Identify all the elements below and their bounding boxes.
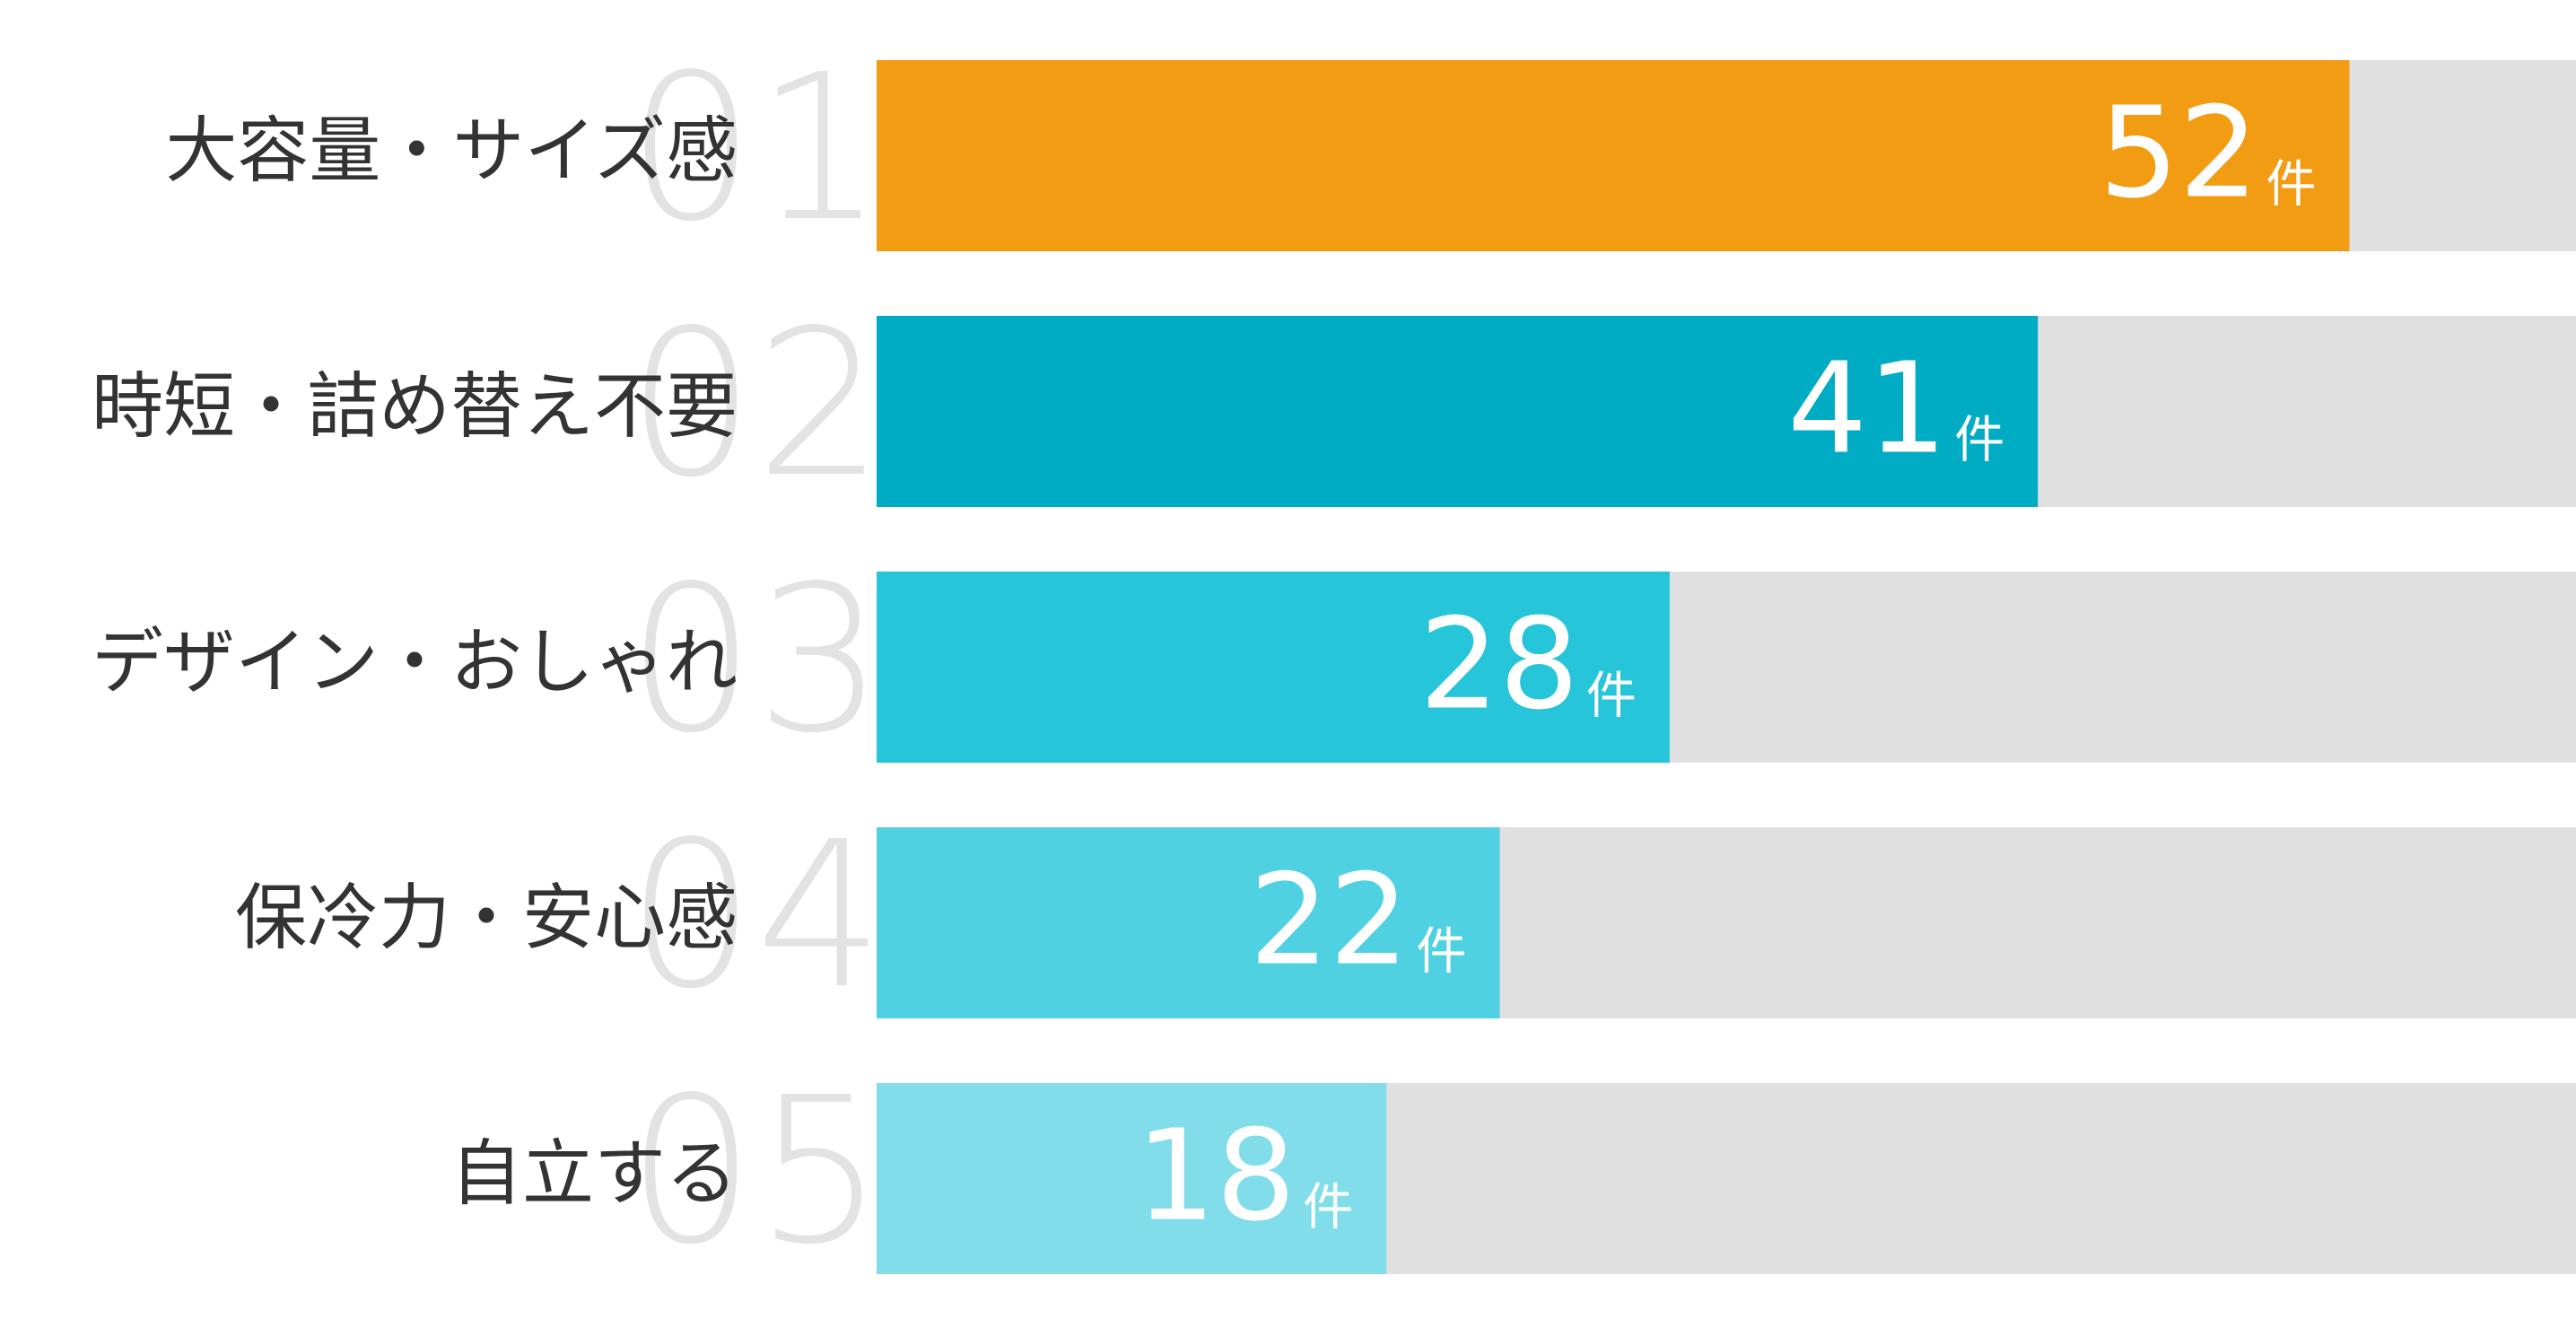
category-label: デザイン・おしゃれ <box>92 620 738 703</box>
rank-number: 05 <box>627 1054 884 1289</box>
rank-number: 04 <box>627 799 884 1034</box>
bar <box>877 316 2039 507</box>
value-number: 41 <box>1787 336 1947 482</box>
value-label: 18 件 <box>1136 1103 1353 1249</box>
value-number: 18 <box>1136 1103 1296 1249</box>
category-label: 自立する <box>450 1131 738 1215</box>
category-label: 大容量・サイズ感 <box>165 109 738 192</box>
bar <box>877 1083 1387 1274</box>
value-unit: 件 <box>2266 156 2316 214</box>
value-unit: 件 <box>1416 923 1466 982</box>
rank-number: 03 <box>627 543 884 778</box>
value-label: 52 件 <box>2099 80 2316 226</box>
bar <box>877 827 1500 1018</box>
value-number: 22 <box>1249 847 1409 993</box>
rank-number: 01 <box>627 31 884 266</box>
value-label: 22 件 <box>1249 847 1466 993</box>
value-number: 28 <box>1419 591 1579 738</box>
value-unit: 件 <box>1954 412 2004 470</box>
value-unit: 件 <box>1303 1179 1353 1237</box>
value-number: 52 <box>2099 80 2258 226</box>
category-label: 時短・詰め替え不要 <box>92 364 738 448</box>
value-label: 28 件 <box>1419 591 1637 738</box>
value-label: 41 件 <box>1787 336 2004 482</box>
value-unit: 件 <box>1586 668 1637 726</box>
bar <box>877 60 2350 251</box>
category-label: 保冷力・安心感 <box>235 876 738 959</box>
rank-number: 02 <box>627 287 884 522</box>
bar <box>877 572 1670 763</box>
